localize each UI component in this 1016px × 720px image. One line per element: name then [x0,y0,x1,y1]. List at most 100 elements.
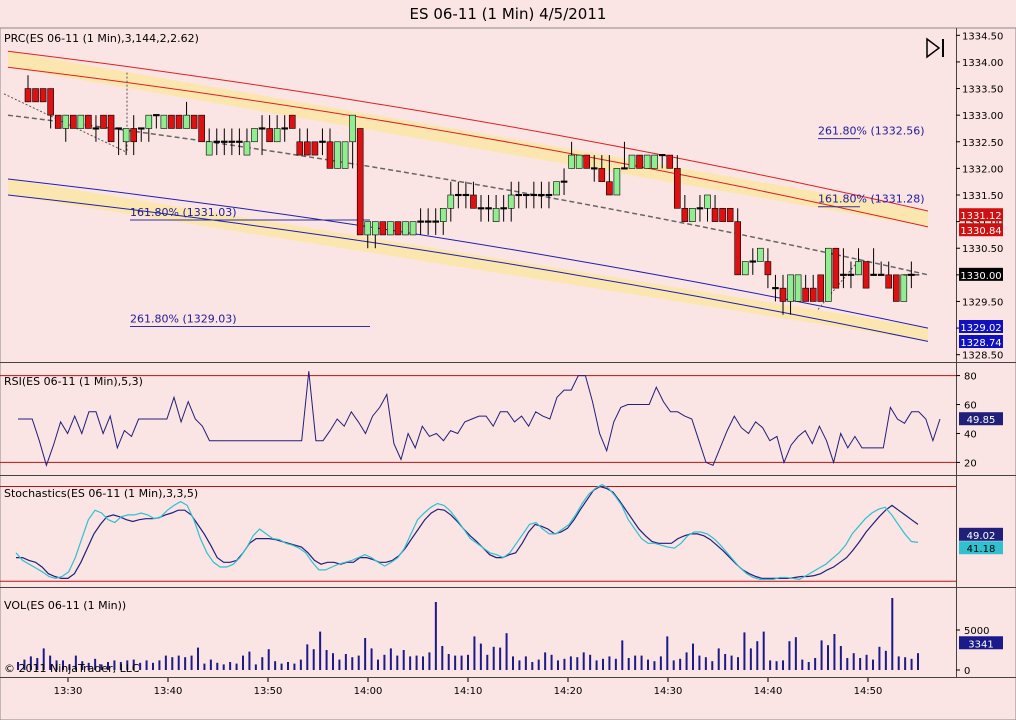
price-axis-label: 1330.50 [962,244,1003,255]
time-axis-label: 13:30 [54,686,83,697]
upper-channel-band [8,51,928,227]
candle-body [349,114,356,143]
candle-body [54,114,62,129]
candle-body [575,154,583,169]
candle-body [862,261,870,289]
candle-body [319,140,326,143]
price-axis-label: 1331.00 [962,218,1003,229]
rsi-axis-label: 20 [964,458,977,469]
value-badge-bg [959,223,1003,237]
candle-body [892,274,900,302]
candle-body [402,221,409,236]
candle-body [621,167,628,170]
candle-body [92,127,100,130]
candle-body [711,208,719,222]
candle-body [681,208,689,222]
candle-body [424,220,432,223]
volume-axis-label: 0 [964,666,970,677]
time-axis-label: 14:50 [854,686,883,697]
candle-body [447,194,455,209]
value-badge-text: 1330.84 [960,226,1001,237]
candle-body [477,207,485,210]
candle-body [757,247,764,262]
candle-body [356,128,364,236]
candle-body [643,154,651,169]
rsi-line [18,371,941,467]
rsi-axis-label: 80 [964,372,977,383]
candle-body [538,193,545,197]
value-badge-text: 1329.02 [960,323,1001,334]
fib-level-label: 261.80% (1329.03) [130,312,237,325]
candle-body [432,220,440,223]
rsi-panel[interactable] [0,371,956,467]
volume-panel-title: VOL(ES 06-11 (1 Min)) [4,599,126,612]
candle-body [809,287,817,302]
candle-body [832,247,840,289]
candle-body [590,167,598,170]
price-panel[interactable]: 161.80% (1331.03) 261.80% (1329.03) 261.80… [3,50,929,342]
stochastics-panel-title: Stochastics(ES 06-11 (1 Min),3,3,5) [4,487,198,500]
candle-body [485,207,492,210]
candle-body [62,114,70,129]
candle-body [885,274,893,289]
candle-body [455,193,462,197]
rsi-axis-label: 60 [964,401,977,412]
candle-body [560,180,568,183]
candle-body [855,261,862,276]
candle-body [326,141,334,169]
stoch-line-d [16,485,919,580]
stochastics-panel[interactable] [0,483,956,582]
value-badge-bg [959,208,1003,222]
candle-body [673,168,681,209]
candle-body [787,274,794,302]
candle-body [840,273,847,276]
candle-body [779,287,787,302]
candle-body [772,287,779,290]
candle-body [379,221,387,236]
candle-body [236,140,243,143]
candle-body [130,128,137,143]
candle-body [205,141,213,156]
value-badge-text: 1331.12 [960,211,1001,222]
candle-body [741,261,749,276]
value-badge-bg [959,412,1003,426]
lower-outer-line [7,194,929,342]
candle-body [492,208,500,222]
candle-body [153,114,160,117]
candle-body [311,141,319,156]
candle-body [85,114,92,129]
candle-body [183,114,190,129]
upper-outer-line [7,50,929,212]
candle-body [583,154,591,169]
candle-body [530,193,538,197]
candle-body [304,141,311,156]
candle-body [794,274,802,302]
value-badge-text: 1328.74 [960,338,1001,349]
candle-body [568,154,575,169]
candle-body [228,140,236,143]
candle-body [341,141,349,169]
play-end-icon[interactable] [926,37,944,59]
candle-body [107,114,115,143]
candle-body [417,220,424,223]
value-badges: 1331.12 1330.84 1330.00 1329.02 1328.74 49.85… [959,208,1003,650]
candle-body [689,208,696,222]
candle-body [243,141,251,156]
time-axis-label: 14:30 [654,686,683,697]
candle-body [281,127,289,130]
value-badge-bg [959,541,1003,555]
candle-body [168,114,175,129]
value-badge-text: 49.02 [967,531,996,542]
price-axis-label: 1333.50 [962,85,1003,96]
candle-body [160,114,168,129]
value-badge-bg [959,267,1003,281]
candle-body [515,193,523,197]
time-axis-label: 13:50 [254,686,283,697]
volume-panel[interactable] [17,598,919,670]
candle-body [470,194,477,209]
fib-level-label: 261.80% (1332.56) [818,125,925,138]
value-badge-text: 41.18 [967,544,996,555]
candle-body [100,114,107,129]
price-panel-title: PRC(ES 06-11 (1 Min),3,144,2,2.62) [4,32,199,45]
